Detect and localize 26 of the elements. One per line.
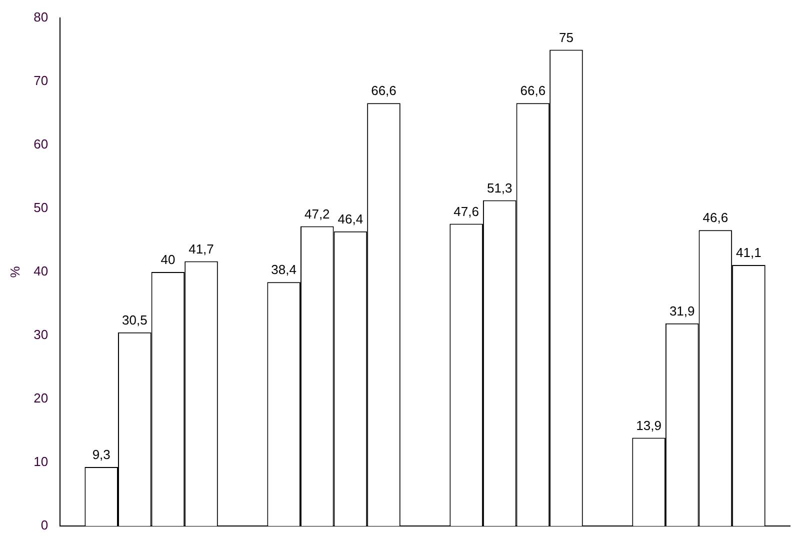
data-label: 66,6 <box>520 83 546 98</box>
y-tick-label: 70 <box>34 73 48 88</box>
data-label: 30,5 <box>122 312 148 328</box>
data-label: 13,9 <box>636 418 662 433</box>
y-tick-label: 20 <box>34 390 48 406</box>
data-label: 51,3 <box>486 180 512 196</box>
data-label: 75 <box>558 30 574 45</box>
y-axis-title: % <box>7 266 22 278</box>
y-tick-label: 10 <box>34 454 48 470</box>
data-label: 47,2 <box>304 206 330 222</box>
data-label: 31,9 <box>669 304 695 319</box>
data-label: 38,4 <box>271 262 296 278</box>
data-label: 41,1 <box>736 245 762 260</box>
data-label: 66,6 <box>371 83 396 98</box>
y-tick-label: 0 <box>40 518 48 533</box>
data-label: 46,6 <box>702 210 728 226</box>
data-label: 46,4 <box>338 211 364 226</box>
data-label: 9,3 <box>92 447 110 462</box>
y-tick-label: 40 <box>34 264 48 279</box>
y-tick-label: 50 <box>34 200 48 216</box>
data-label: 47,6 <box>454 204 479 219</box>
data-label: 40 <box>160 252 176 268</box>
y-tick-label: 30 <box>34 327 48 342</box>
y-tick-label: 80 <box>34 10 48 25</box>
data-label: 41,7 <box>188 241 214 256</box>
y-tick-label: 60 <box>34 136 48 152</box>
